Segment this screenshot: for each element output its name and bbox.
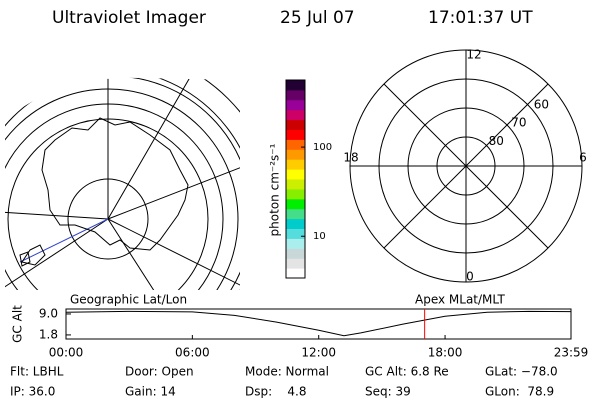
colorbar-tick-label: 100 xyxy=(313,142,332,153)
status-field: GC Alt: 6.8 Re xyxy=(365,365,449,379)
color-swatch xyxy=(286,238,305,249)
status-field: Flt: LBHL xyxy=(10,365,64,379)
color-swatch xyxy=(286,139,305,150)
status-field: Door: Open xyxy=(125,365,194,379)
y-tick-label: 9.0 xyxy=(39,306,58,320)
color-swatch xyxy=(286,179,305,190)
color-swatch xyxy=(286,228,305,239)
status-field: Seq: 39 xyxy=(365,385,411,399)
x-tick-label: 06:00 xyxy=(175,346,210,360)
color-swatch xyxy=(286,109,305,121)
lat-circle xyxy=(378,78,554,254)
mlt-label: 18 xyxy=(343,151,358,165)
mlt-spoke xyxy=(383,83,549,249)
map-label: Geographic Lat/Lon xyxy=(70,293,187,307)
status-field: Gain: 14 xyxy=(125,385,176,399)
x-tick-label: 00:00 xyxy=(49,346,84,360)
x-tick-label: 23:59 xyxy=(554,346,589,360)
status-field: Dsp: 4.8 xyxy=(245,385,307,399)
color-swatch xyxy=(286,80,305,91)
status-field: Mode: Normal xyxy=(245,365,329,379)
color-swatch xyxy=(286,119,305,130)
mlt-label: 12 xyxy=(466,48,481,62)
altitude-line xyxy=(65,310,572,337)
color-swatch xyxy=(286,188,305,200)
islands xyxy=(19,244,46,267)
track xyxy=(19,218,109,263)
colorbar: 10 100 xyxy=(285,79,332,279)
lat-label: 70 xyxy=(511,116,526,130)
lat-circle xyxy=(407,107,525,225)
coastline xyxy=(41,117,189,251)
map xyxy=(5,77,240,290)
color-swatch xyxy=(286,129,305,140)
color-swatch xyxy=(286,159,305,170)
date: 25 Jul 07 xyxy=(280,8,355,28)
colorbar-tick-label: 10 xyxy=(313,231,326,242)
y-tick-label: 1.8 xyxy=(39,327,58,341)
color-swatch xyxy=(286,258,305,269)
lat-label: 60 xyxy=(534,97,549,111)
color-swatch xyxy=(286,208,305,220)
x-tick-label: 18:00 xyxy=(428,346,463,360)
colorbar-label: photon cm⁻²s⁻¹ xyxy=(268,143,282,236)
color-swatch xyxy=(286,89,305,101)
color-swatch xyxy=(286,149,305,160)
status-field: GLon: 78.9 xyxy=(485,385,554,399)
x-tick-label: 12:00 xyxy=(301,346,336,360)
polar-label: Apex MLat/MLT xyxy=(415,293,505,307)
lat-label: 80 xyxy=(489,134,504,148)
color-swatch xyxy=(286,218,305,229)
color-swatch xyxy=(286,198,305,210)
color-swatch xyxy=(286,268,305,279)
color-swatch xyxy=(286,169,305,180)
mlt-label: 6 xyxy=(579,151,587,165)
color-swatch xyxy=(286,99,305,111)
title: Ultraviolet Imager xyxy=(52,8,206,28)
footer: Flt: LBHL Door: Open Mode: Normal GC Alt: 6… xyxy=(10,365,558,399)
y-axis-label: GC Alt xyxy=(11,305,25,343)
mlt-label: 0 xyxy=(466,270,474,284)
status-field: IP: 36.0 xyxy=(10,385,55,399)
color-swatch xyxy=(286,248,305,259)
lat-circle xyxy=(436,136,496,196)
time: 17:01:37 UT xyxy=(428,8,533,28)
colorbar-frame xyxy=(285,79,306,279)
status-field: GLat: −78.0 xyxy=(485,365,558,379)
